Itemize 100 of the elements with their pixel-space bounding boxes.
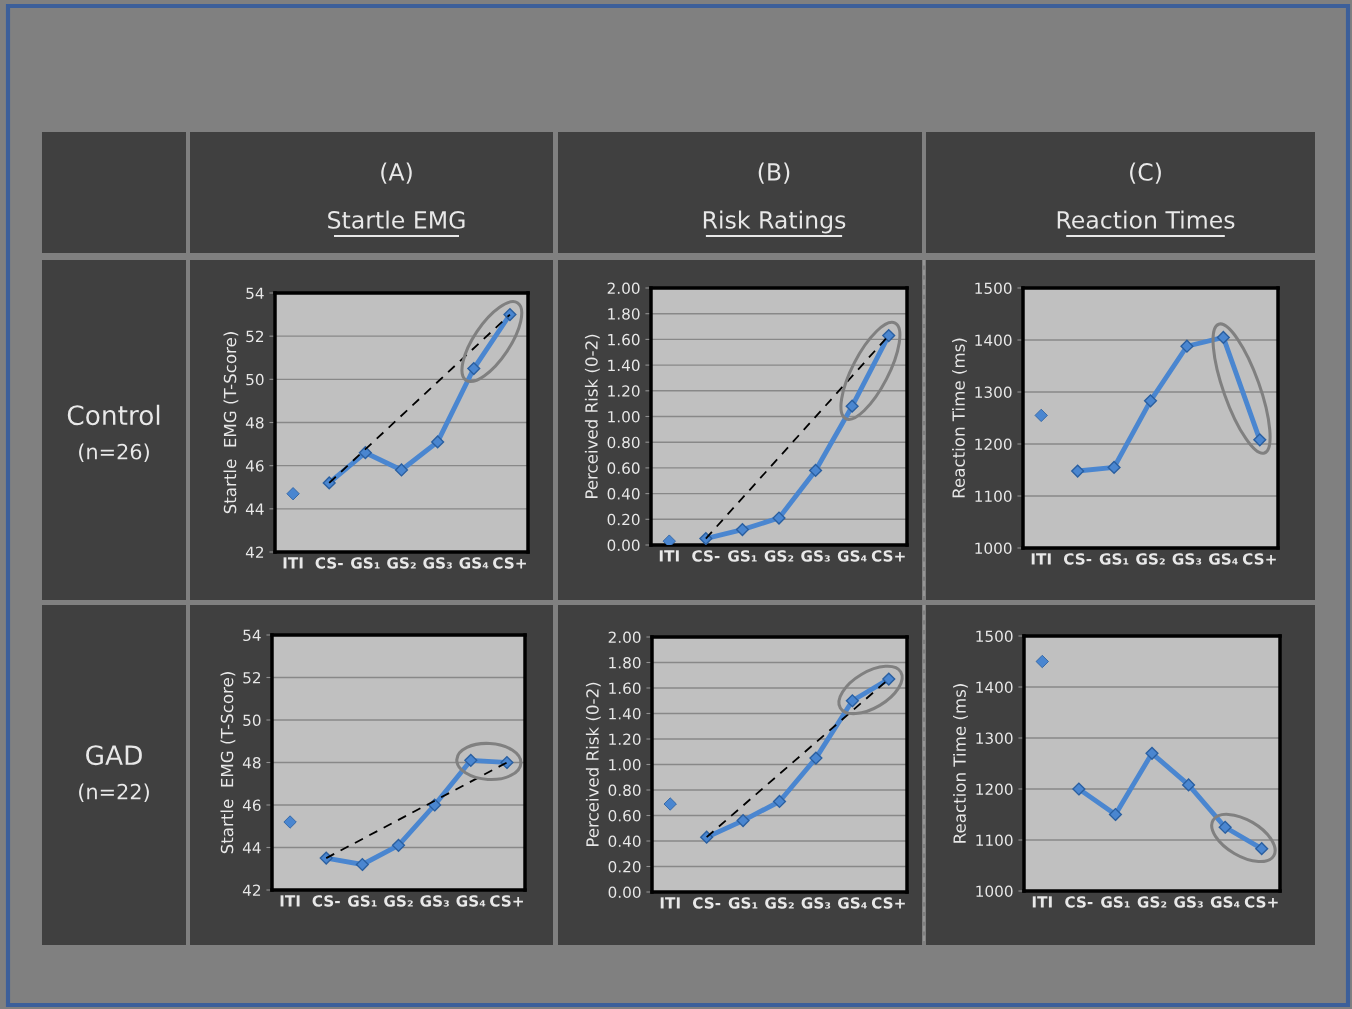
x-tick-label: CS+ <box>1242 553 1276 565</box>
point <box>845 694 859 708</box>
y-tick-label: 0.40 <box>608 835 641 848</box>
y-tick-label: 1200 <box>975 438 1012 451</box>
x-tick-label: GS₄ <box>456 895 486 907</box>
y-tick-label: 1100 <box>975 490 1012 503</box>
x-tick-label: ITI <box>280 895 300 907</box>
y-tick-label: 0.20 <box>607 513 640 526</box>
x-tick-label: ITI <box>660 897 680 909</box>
point <box>882 328 896 343</box>
y-tick-label: 2.00 <box>607 282 640 295</box>
chart-title: (B) <box>758 162 790 184</box>
x-tick-label: CS+ <box>1244 896 1278 908</box>
chart-subtitle: Risk Ratings <box>703 210 846 234</box>
x-tick-label: GS₁ <box>728 550 757 562</box>
x-tick-label: GS₂ <box>384 895 413 907</box>
x-tick-label: GS₄ <box>459 557 489 569</box>
x-tick-label: ITI <box>1032 896 1052 908</box>
y-tick-label: 42 <box>242 884 261 896</box>
point <box>735 522 750 537</box>
y-tick-label: 46 <box>242 799 261 812</box>
point <box>772 511 786 525</box>
x-tick-label: ITI <box>659 550 679 562</box>
point <box>503 307 517 322</box>
y-tick-label: 1.00 <box>608 410 640 423</box>
point <box>1071 464 1085 478</box>
chart-title: (C) <box>1130 162 1161 184</box>
y-tick-label: 0.60 <box>607 462 640 474</box>
point <box>391 838 406 852</box>
y-tick-label: 44 <box>242 842 261 854</box>
y-tick-label: 0.20 <box>608 860 641 873</box>
x-tick-label: GS₂ <box>387 557 416 569</box>
y-tick-label: 1.60 <box>609 682 641 695</box>
y-tick-label: 44 <box>245 503 264 515</box>
x-tick-label: CS+ <box>871 550 905 562</box>
point <box>1253 433 1267 447</box>
y-tick-label: 1.40 <box>608 359 640 372</box>
x-tick-label: GS₃ <box>1172 553 1202 565</box>
y-tick-label: 54 <box>246 287 264 300</box>
y-axis-title: Reaction Time (ms) <box>953 684 968 843</box>
y-tick-label: 1.40 <box>609 707 641 720</box>
point <box>1107 460 1121 474</box>
point <box>1181 778 1196 792</box>
y-axis-title: Perceived Risk (0-2) <box>585 682 601 847</box>
x-tick-label: CS- <box>1065 896 1093 908</box>
x-tick-label: CS- <box>692 550 720 562</box>
y-tick-label: 52 <box>246 330 264 343</box>
point <box>464 753 478 767</box>
y-axis-title: Startle EMG (T-Score) <box>220 672 236 854</box>
point <box>808 463 823 478</box>
x-tick-label: GS₁ <box>351 557 380 569</box>
text: Control <box>67 404 160 426</box>
point <box>358 446 372 460</box>
y-tick-label: 1.00 <box>609 758 641 771</box>
point <box>1255 842 1269 856</box>
point <box>1216 330 1230 344</box>
y-tick-label: 0.00 <box>608 886 641 899</box>
x-tick-label: CS+ <box>493 557 526 569</box>
y-tick-label: 1300 <box>975 386 1012 399</box>
y-tick-label: 1400 <box>976 681 1013 694</box>
x-tick-label: GS₁ <box>728 897 758 909</box>
x-tick-label: GS₃ <box>801 897 831 909</box>
x-tick-label: GS₄ <box>837 550 867 562</box>
y-tick-label: 0.80 <box>608 784 641 797</box>
text: (n=26) <box>79 443 149 462</box>
point <box>431 435 445 449</box>
x-tick-label: GS₄ <box>838 897 867 909</box>
y-tick-label: 0.80 <box>607 436 640 449</box>
y-axis-title: Perceived Risk (0-2) <box>584 334 600 499</box>
text: (n=22) <box>79 783 149 802</box>
point <box>355 857 369 872</box>
chart-title: (A) <box>381 162 412 184</box>
point <box>845 399 859 413</box>
x-tick-label: GS₂ <box>765 897 794 909</box>
point <box>467 361 481 376</box>
y-tick-label: 1500 <box>976 630 1013 643</box>
point <box>1072 782 1086 796</box>
x-tick-label: CS- <box>692 897 721 909</box>
y-tick-label: 52 <box>243 671 261 684</box>
y-tick-label: 42 <box>245 546 264 558</box>
point <box>882 672 896 686</box>
x-tick-label: GS₃ <box>801 550 830 562</box>
x-tick-label: GS₄ <box>1210 896 1240 908</box>
y-tick-label: 1000 <box>975 542 1012 555</box>
x-tick-label: GS₂ <box>764 550 794 562</box>
y-tick-label: 1400 <box>975 334 1012 347</box>
x-tick-label: CS- <box>315 557 343 569</box>
x-tick-label: GS₂ <box>1136 553 1165 565</box>
y-tick-label: 46 <box>245 460 264 472</box>
x-tick-label: GS₄ <box>1209 553 1238 565</box>
y-axis-title: Startle EMG (T-Score) <box>223 332 239 514</box>
y-tick-label: 1000 <box>976 885 1013 898</box>
y-tick-label: 1.20 <box>609 733 641 746</box>
point <box>809 751 823 765</box>
point <box>1108 807 1123 822</box>
x-tick-label: ITI <box>283 557 303 569</box>
x-tick-label: GS₁ <box>1099 553 1129 565</box>
point <box>772 794 787 809</box>
point <box>1145 746 1159 760</box>
y-tick-label: 1.80 <box>609 656 641 669</box>
